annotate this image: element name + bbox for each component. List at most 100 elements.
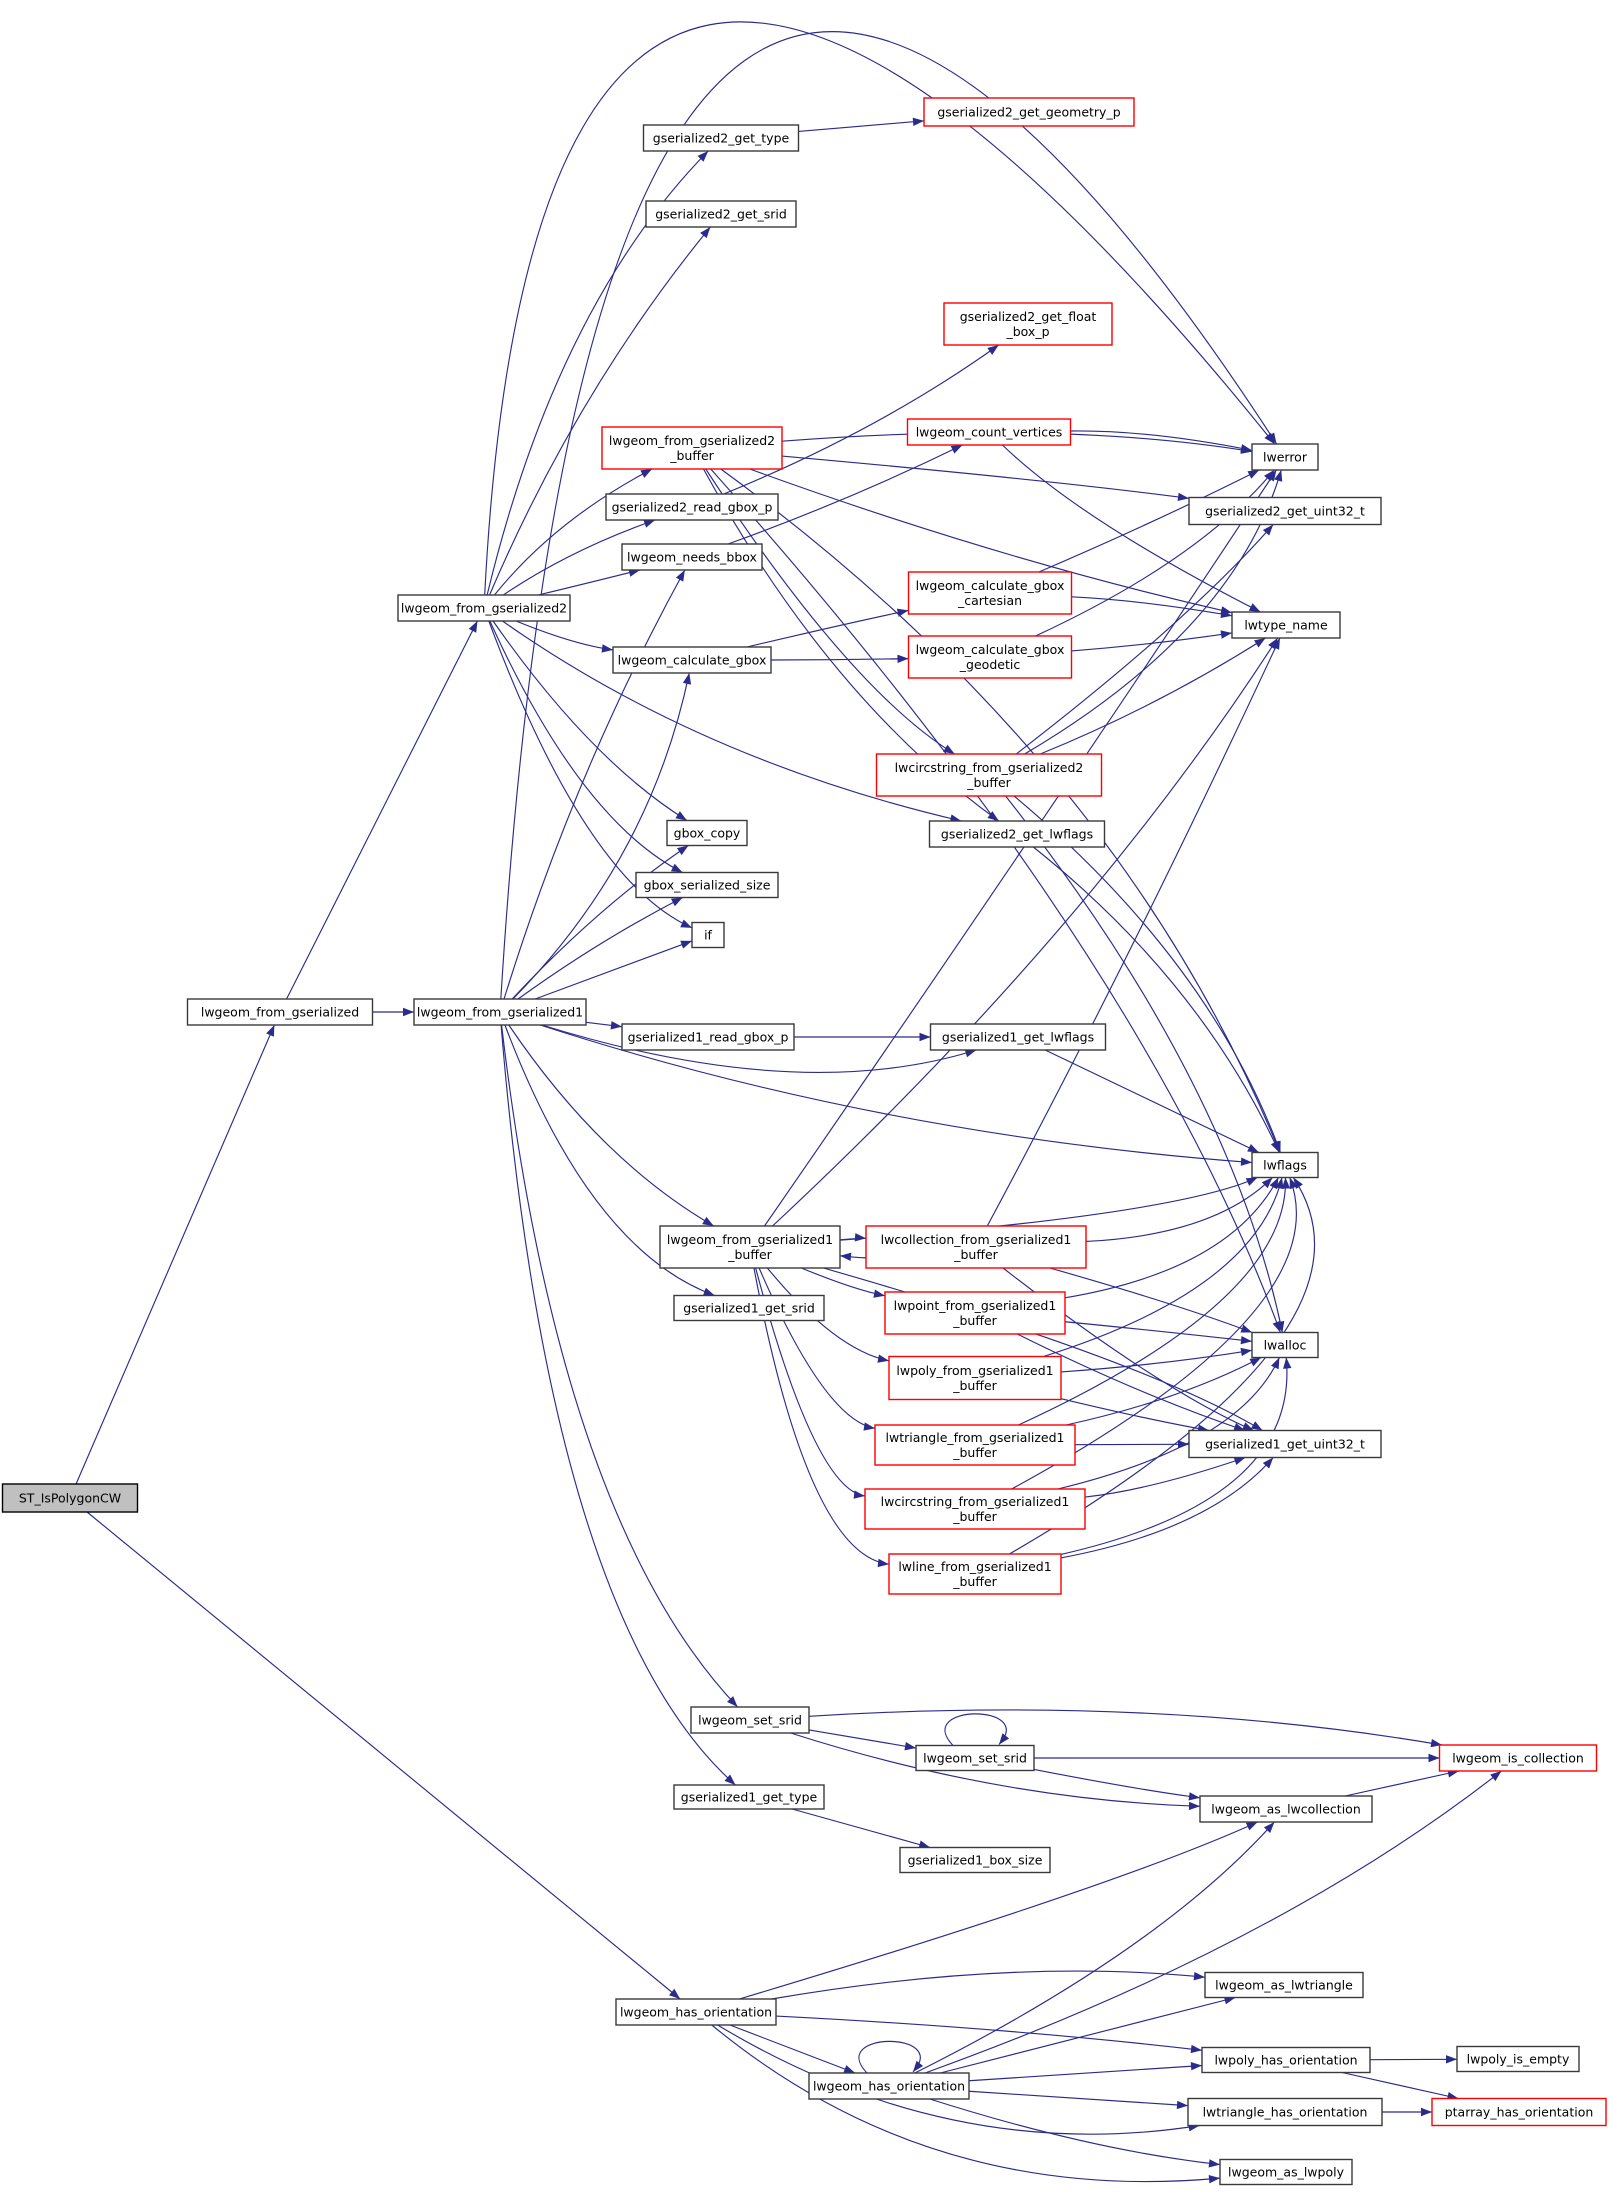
- node-lwgeom_calculate_gbox_cartesian[interactable]: lwgeom_calculate_gbox_cartesian: [907, 571, 1073, 615]
- node-lwgeom_as_lwcollection[interactable]: lwgeom_as_lwcollection: [1199, 1795, 1373, 1823]
- node-box[interactable]: [1456, 2045, 1580, 2073]
- node-box[interactable]: [673, 1294, 825, 1322]
- node-lwgeom_as_lwpoly[interactable]: lwgeom_as_lwpoly: [1219, 2158, 1353, 2186]
- node-lwgeom_has_orientation_a[interactable]: lwgeom_has_orientation: [615, 1998, 777, 2026]
- node-gserialized2_get_geometry_p[interactable]: gserialized2_get_geometry_p: [923, 97, 1135, 127]
- node-gserialized1_get_type[interactable]: gserialized1_get_type: [673, 1784, 825, 1810]
- node-box[interactable]: [1251, 1331, 1319, 1359]
- node-box[interactable]: [907, 571, 1073, 615]
- node-box[interactable]: [929, 1023, 1107, 1051]
- node-box[interactable]: [1188, 496, 1382, 526]
- node-box[interactable]: [413, 998, 587, 1026]
- node-gserialized2_get_float_box_p[interactable]: gserialized2_get_float_box_p: [943, 302, 1113, 346]
- node-lwline_from_gserialized1_buffer[interactable]: lwline_from_gserialized1_buffer: [888, 1553, 1062, 1595]
- node-lwcircstring_from_gserialized2_buffer[interactable]: lwcircstring_from_gserialized2_buffer: [875, 753, 1103, 797]
- node-box[interactable]: [621, 543, 763, 571]
- node-box[interactable]: [928, 820, 1106, 848]
- node-box[interactable]: [397, 594, 571, 622]
- node-lwgeom_from_gserialized2[interactable]: lwgeom_from_gserialized2: [397, 594, 571, 622]
- node-box[interactable]: [884, 1291, 1066, 1335]
- node-box[interactable]: [691, 921, 725, 949]
- node-box[interactable]: [1187, 2097, 1383, 2127]
- node-box[interactable]: [923, 97, 1135, 127]
- node-gserialized2_get_lwflags[interactable]: gserialized2_get_lwflags: [928, 820, 1106, 848]
- node-box[interactable]: [906, 418, 1072, 446]
- node-box[interactable]: [1251, 1151, 1319, 1179]
- node-box[interactable]: [642, 124, 800, 152]
- node-lwgeom_calculate_gbox[interactable]: lwgeom_calculate_gbox: [612, 646, 772, 674]
- node-lwgeom_calculate_gbox_geodetic[interactable]: lwgeom_calculate_gbox_geodetic: [907, 635, 1073, 679]
- node-box[interactable]: [659, 1225, 841, 1269]
- node-gbox_copy[interactable]: gbox_copy: [666, 819, 748, 847]
- node-lwpoly_from_gserialized1_buffer[interactable]: lwpoly_from_gserialized1_buffer: [888, 1355, 1062, 1401]
- node-gserialized2_get_type[interactable]: gserialized2_get_type: [642, 124, 800, 152]
- node-box[interactable]: [1438, 1744, 1598, 1772]
- node-lwgeom_from_gserialized1_buffer[interactable]: lwgeom_from_gserialized1_buffer: [659, 1225, 841, 1269]
- node-st_ispolygoncw[interactable]: ST_IsPolygonCW: [1, 1483, 139, 1513]
- node-lwtype_name[interactable]: lwtype_name: [1231, 611, 1341, 639]
- node-lwtriangle_has_orientation[interactable]: lwtriangle_has_orientation: [1187, 2097, 1383, 2127]
- node-box[interactable]: [615, 1998, 777, 2026]
- node-box[interactable]: [874, 1424, 1076, 1466]
- node-lwgeom_set_srid_a[interactable]: lwgeom_set_srid: [690, 1706, 810, 1734]
- node-lwgeom_has_orientation_b[interactable]: lwgeom_has_orientation: [808, 2072, 970, 2100]
- node-gserialized1_box_size[interactable]: gserialized1_box_size: [899, 1846, 1051, 1874]
- node-box[interactable]: [1188, 1429, 1382, 1459]
- node-lwflags[interactable]: lwflags: [1251, 1151, 1319, 1179]
- node-lwgeom_count_vertices[interactable]: lwgeom_count_vertices: [906, 418, 1072, 446]
- node-box[interactable]: [690, 1706, 810, 1734]
- node-box[interactable]: [1201, 2046, 1371, 2074]
- node-lwerror[interactable]: lwerror: [1251, 443, 1319, 471]
- node-lwalloc[interactable]: lwalloc: [1251, 1331, 1319, 1359]
- node-box[interactable]: [1431, 2097, 1607, 2127]
- node-box[interactable]: [1199, 1795, 1373, 1823]
- node-gserialized2_get_uint32_t[interactable]: gserialized2_get_uint32_t: [1188, 496, 1382, 526]
- node-lwgeom_from_gserialized1[interactable]: lwgeom_from_gserialized1: [413, 998, 587, 1026]
- node-lwgeom_is_collection[interactable]: lwgeom_is_collection: [1438, 1744, 1598, 1772]
- node-box[interactable]: [864, 1488, 1086, 1530]
- node-box[interactable]: [888, 1355, 1062, 1401]
- node-box[interactable]: [865, 1225, 1087, 1269]
- node-lwgeom_from_gserialized2_buffer[interactable]: lwgeom_from_gserialized2_buffer: [601, 426, 783, 470]
- node-box[interactable]: [1231, 611, 1341, 639]
- node-lwcollection_from_gserialized1_buffer[interactable]: lwcollection_from_gserialized1_buffer: [865, 1225, 1087, 1269]
- node-box[interactable]: [645, 200, 797, 228]
- node-box[interactable]: [915, 1744, 1035, 1772]
- node-lwpoly_has_orientation[interactable]: lwpoly_has_orientation: [1201, 2046, 1371, 2074]
- node-box[interactable]: [605, 493, 779, 521]
- node-box[interactable]: [186, 998, 374, 1026]
- node-box[interactable]: [612, 646, 772, 674]
- node-gserialized1_get_uint32_t[interactable]: gserialized1_get_uint32_t: [1188, 1429, 1382, 1459]
- node-box[interactable]: [1204, 1971, 1364, 1999]
- node-box[interactable]: [635, 871, 779, 899]
- node-box[interactable]: [888, 1553, 1062, 1595]
- node-gbox_serialized_size[interactable]: gbox_serialized_size: [635, 871, 779, 899]
- node-box[interactable]: [1251, 443, 1319, 471]
- node-box[interactable]: [907, 635, 1073, 679]
- node-box[interactable]: [666, 819, 748, 847]
- node-lwgeom_set_srid_b[interactable]: lwgeom_set_srid: [915, 1744, 1035, 1772]
- node-lwcircstring_from_gserialized1_buffer[interactable]: lwcircstring_from_gserialized1_buffer: [864, 1488, 1086, 1530]
- node-box[interactable]: [899, 1846, 1051, 1874]
- node-box[interactable]: [1, 1483, 139, 1513]
- node-ptarray_has_orientation[interactable]: ptarray_has_orientation: [1431, 2097, 1607, 2127]
- node-lwgeom_as_lwtriangle[interactable]: lwgeom_as_lwtriangle: [1204, 1971, 1364, 1999]
- node-box[interactable]: [943, 302, 1113, 346]
- node-lwgeom_from_gserialized[interactable]: lwgeom_from_gserialized: [186, 998, 374, 1026]
- node-gserialized2_get_srid[interactable]: gserialized2_get_srid: [645, 200, 797, 228]
- node-lwgeom_needs_bbox[interactable]: lwgeom_needs_bbox: [621, 543, 763, 571]
- node-gserialized1_get_srid[interactable]: gserialized1_get_srid: [673, 1294, 825, 1322]
- node-box[interactable]: [875, 753, 1103, 797]
- node-box[interactable]: [808, 2072, 970, 2100]
- node-box[interactable]: [1219, 2158, 1353, 2186]
- node-box[interactable]: [621, 1023, 795, 1051]
- node-if[interactable]: if: [691, 921, 725, 949]
- node-lwtriangle_from_gserialized1_buffer[interactable]: lwtriangle_from_gserialized1_buffer: [874, 1424, 1076, 1466]
- node-gserialized1_read_gbox_p[interactable]: gserialized1_read_gbox_p: [621, 1023, 795, 1051]
- node-lwpoint_from_gserialized1_buffer[interactable]: lwpoint_from_gserialized1_buffer: [884, 1291, 1066, 1335]
- node-gserialized2_read_gbox_p[interactable]: gserialized2_read_gbox_p: [605, 493, 779, 521]
- node-box[interactable]: [673, 1784, 825, 1810]
- node-gserialized1_get_lwflags[interactable]: gserialized1_get_lwflags: [929, 1023, 1107, 1051]
- node-lwpoly_is_empty[interactable]: lwpoly_is_empty: [1456, 2045, 1580, 2073]
- node-box[interactable]: [601, 426, 783, 470]
